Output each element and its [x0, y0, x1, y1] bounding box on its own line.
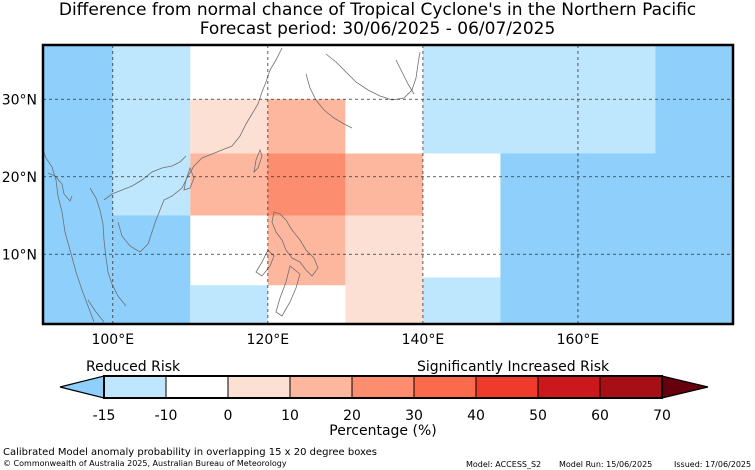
forecast-period-subtitle: Forecast period: 30/06/2025 - 06/07/2025 [199, 19, 556, 39]
footer-model-run: Model Run: 15/06/2025 [559, 460, 653, 469]
lon-label-120: 120°E [247, 332, 290, 348]
footer-copyright: © Commonwealth of Australia 2025, Austra… [3, 459, 287, 468]
colorbar-tick-6: 40 [467, 408, 485, 424]
gridlines [43, 45, 733, 324]
probability-cell-4 [267, 153, 346, 216]
lon-label-100: 100°E [91, 332, 134, 348]
colorbar-under-triangle [59, 375, 105, 399]
colorbar-segment-5 [413, 375, 477, 399]
colorbar-over-triangle [661, 375, 709, 399]
probability-cell-13 [500, 153, 733, 324]
lat-label-30: 30°N [2, 92, 37, 108]
colorbar-axis-label: Percentage (%) [329, 423, 436, 439]
colorbar-segment-8 [599, 375, 663, 399]
footer-issued: Issued: 17/06/2025 [674, 460, 752, 469]
lon-label-140: 140°E [402, 332, 445, 348]
latitude-labels: 10°N 20°N 30°N [2, 92, 37, 263]
lon-label-160: 160°E [557, 332, 600, 348]
probability-cell-6 [267, 99, 346, 154]
reduced-risk-label: Reduced Risk [86, 359, 181, 375]
probability-cell-11 [422, 277, 501, 324]
map-title: Difference from normal chance of Tropica… [58, 0, 697, 20]
colorbar-tick-9: 70 [653, 408, 671, 424]
probability-cells [43, 45, 733, 324]
colorbar [59, 375, 709, 399]
colorbar-tick-labels: -15 -10 0 10 20 30 40 50 60 70 [93, 408, 671, 424]
colorbar-segment-3 [289, 375, 353, 399]
colorbar-tick-4: 20 [343, 408, 361, 424]
lat-label-10: 10°N [2, 247, 37, 263]
colorbar-segment-6 [475, 375, 539, 399]
colorbar-tick-1: -10 [155, 408, 178, 424]
probability-cell-2 [112, 215, 191, 324]
probability-cell-9 [345, 153, 423, 216]
probability-cell-1 [112, 45, 191, 216]
colorbar-segment-1 [165, 375, 229, 399]
probability-cell-5 [190, 99, 268, 154]
lat-label-20: 20°N [2, 170, 37, 186]
colorbar-tick-5: 30 [405, 408, 423, 424]
probability-cell-8 [190, 285, 268, 324]
coastlines [43, 47, 421, 323]
colorbar-segment-2 [227, 375, 291, 399]
colorbar-tick-8: 60 [591, 408, 609, 424]
colorbar-tick-3: 10 [281, 408, 299, 424]
probability-cell-12 [422, 45, 656, 154]
colorbar-tick-0: -15 [93, 408, 116, 424]
footer-model: Model: ACCESS_S2 [466, 460, 542, 469]
longitude-labels: 100°E 120°E 140°E 160°E [91, 332, 599, 348]
colorbar-segment-4 [351, 375, 415, 399]
colorbar-segment-7 [537, 375, 601, 399]
probability-cell-10 [345, 215, 423, 324]
colorbar-tick-2: 0 [224, 408, 233, 424]
forecast-map: 100°E 120°E 140°E 160°E 10°N 20°N 30°N Reduce… [2, 43, 735, 439]
colorbar-segment-0 [103, 375, 167, 399]
increased-risk-label: Significantly Increased Risk [417, 359, 610, 375]
map-frame [41, 43, 735, 326]
colorbar-tick-7: 50 [529, 408, 547, 424]
footer-note: Calibrated Model anomaly probability in … [3, 447, 378, 458]
probability-cell-0 [43, 45, 113, 324]
